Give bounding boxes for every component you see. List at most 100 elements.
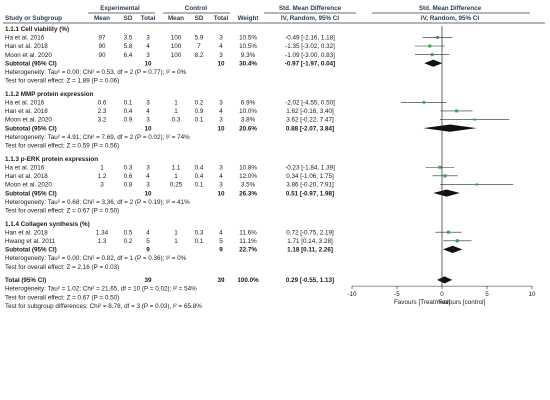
subtotal-ci: 0.88 [-2.07, 3.84] <box>286 125 334 132</box>
weight-cell: 6.9% <box>241 100 256 107</box>
smd-ci-cell: 3.62 [-0.22, 7.47] <box>286 117 334 124</box>
weight-cell: 3.8% <box>241 117 256 124</box>
subtotal-exp-total: 10 <box>144 125 152 132</box>
x-tick-label: 10 <box>528 291 536 298</box>
exp-sd-header: SD <box>124 15 133 22</box>
ctl-total-cell: 5 <box>219 238 223 245</box>
subtotal-diamond-3 <box>433 189 460 197</box>
smd-ci-cell: -0.23 [-1.84, 1.39] <box>285 164 335 171</box>
exp-mean-cell: 0.6 <box>98 100 107 107</box>
exp-sd-cell: 0.9 <box>124 117 133 124</box>
subtotal-weight: 20.6% <box>239 125 257 132</box>
ctl-sd-cell: 0.1 <box>195 117 204 124</box>
smd-ci-cell: 0.34 [-1.06, 1.75] <box>286 173 334 180</box>
table-header: Experimental Control Std. Mean Differenc… <box>3 5 545 24</box>
ctl-sd-header: SD <box>195 15 204 22</box>
study-name: Moon et al. 2020 <box>5 117 52 124</box>
weight-cell: 12.0% <box>239 173 257 180</box>
forest-table-rows: 1.1.1 Cell viability (%)Ha et al. 2016 97… <box>5 26 335 310</box>
x-tick-label: 5 <box>485 291 489 298</box>
exp-mean-cell: 2.3 <box>98 108 107 115</box>
exp-total-cell: 4 <box>146 229 150 236</box>
ctl-mean-cell: 1 <box>174 229 178 236</box>
study-name: Ha et al. 2016 <box>5 100 45 107</box>
exp-sd-cell: 0.5 <box>124 229 133 236</box>
study-square-3 <box>430 53 434 57</box>
study-name: Hwang et al. 2011 <box>5 238 56 245</box>
subtotal-label: Subtotal (95% CI) <box>5 190 57 197</box>
exp-mean-header: Mean <box>94 15 110 22</box>
ctl-total-cell: 4 <box>219 108 223 115</box>
exp-total-cell: 3 <box>146 35 150 42</box>
smd-ci-cell: -0.49 [-2.16, 1.18] <box>285 35 335 42</box>
study-name: Han et al. 2018 <box>5 43 48 50</box>
total-exp-n: 39 <box>144 277 152 284</box>
ctl-sd-cell: 0.9 <box>195 108 204 115</box>
exp-mean-cell: 97 <box>98 35 106 42</box>
heterogeneity-text: Heterogeneity: Tau² = 4.91; Chi² = 7.69,… <box>5 134 190 141</box>
exp-total-cell: 3 <box>146 52 150 59</box>
ctl-mean-cell: 100 <box>171 35 182 42</box>
study-square-6 <box>473 118 476 121</box>
exp-mean-cell: 3.2 <box>98 117 107 124</box>
subtotal-ctl-total: 10 <box>217 190 225 197</box>
exp-total-cell: 3 <box>146 182 150 189</box>
ctl-sd-cell: 0.1 <box>195 182 204 189</box>
overall-effect-text: Test for overall effect: Z = 0.59 (P = 0… <box>5 143 119 150</box>
subtotal-label: Subtotal (95% CI) <box>5 60 57 67</box>
subtotal-ctl-total: 10 <box>217 125 225 132</box>
study-square-1 <box>436 35 440 39</box>
method-header: IV, Random, 95% CI <box>281 15 339 22</box>
x-tick-label: 0 <box>440 291 444 298</box>
ctl-mean-cell: 0.25 <box>170 182 183 189</box>
ctl-mean-cell: 1 <box>174 100 178 107</box>
total-ctl-n: 39 <box>217 277 225 284</box>
exp-mean-cell: 90 <box>98 43 106 50</box>
ctl-mean-cell: 1 <box>174 173 178 180</box>
subtotal-ctl-total: 9 <box>219 247 223 254</box>
exp-sd-cell: 3.5 <box>124 35 133 42</box>
ctl-total-header: Total <box>214 15 229 22</box>
overall-effect-text: Test for overall effect: Z = 0.67 (P = 0… <box>5 207 119 214</box>
smd-header: Std. Mean Difference <box>279 5 342 12</box>
exp-mean-cell: 90 <box>98 52 106 59</box>
study-square-4 <box>422 101 426 104</box>
exp-total-cell: 5 <box>146 238 150 245</box>
plot-smd-header: Std. Mean Difference <box>419 5 482 12</box>
study-name: Moon et al. 2020 <box>5 52 52 59</box>
weight-cell: 10.5% <box>239 35 257 42</box>
study-square-11 <box>455 239 459 243</box>
ctl-sd-cell: 0.3 <box>195 229 204 236</box>
ctl-total-cell: 3 <box>219 100 223 107</box>
ctl-total-cell: 4 <box>219 229 223 236</box>
exp-sd-cell: 5.8 <box>124 43 133 50</box>
ctl-sd-cell: 0.4 <box>195 173 204 180</box>
total-label: Total (95% CI) <box>5 277 46 284</box>
exp-total-cell: 3 <box>146 164 150 171</box>
footer-stat: Heterogeneity: Tau² = 1.02; Chi² = 21.65… <box>5 286 197 293</box>
smd-ci-cell: -2.02 [-4.55, 0.50] <box>285 100 335 107</box>
exp-total-cell: 4 <box>146 108 150 115</box>
ctl-sd-cell: 7 <box>197 43 201 50</box>
exp-sd-cell: 6.4 <box>124 52 133 59</box>
subtotal-diamond-1 <box>424 59 443 67</box>
subgroup-title: 1.1.1 Cell viability (%) <box>5 26 69 33</box>
exp-mean-cell: 3 <box>100 182 104 189</box>
subtotal-exp-total: 10 <box>144 190 152 197</box>
heterogeneity-text: Heterogeneity: Tau² = 0.68; Chi² = 3.36,… <box>5 199 190 206</box>
study-name: Ha et al. 2016 <box>5 35 45 42</box>
x-axis: -10 -5 0 5 10 Favours [Treatment]Favours [con… <box>347 285 536 306</box>
ctl-mean-cell: 1 <box>174 108 178 115</box>
study-square-5 <box>455 109 459 113</box>
footer-stat: Test for overall effect: Z = 0.67 (P = 0… <box>5 294 119 301</box>
exp-total-cell: 4 <box>146 173 150 180</box>
ctl-sd-cell: 5.9 <box>195 35 204 42</box>
study-square-2 <box>428 44 432 48</box>
plot-method-header: IV, Random, 95% CI <box>421 15 479 22</box>
ctl-total-cell: 3 <box>219 164 223 171</box>
overall-effect-text: Test for overall effect: Z = 1.89 (P = 0… <box>5 78 119 85</box>
study-square-10 <box>446 230 451 234</box>
subtotal-ci: 0.51 [-0.97, 1.98] <box>286 190 334 197</box>
study-square-7 <box>438 165 442 169</box>
smd-ci-cell: -1.35 [-3.02, 0.32] <box>285 43 335 50</box>
